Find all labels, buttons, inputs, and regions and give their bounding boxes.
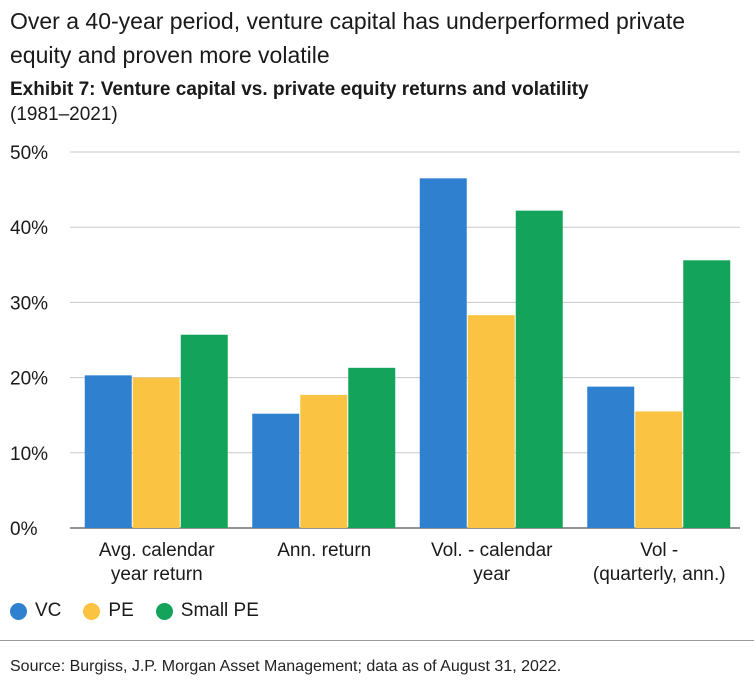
bar-pe: PE: 20% [132,377,180,528]
y-tick-label: 50% [10,143,48,164]
y-tick-label: 40% [10,218,48,239]
legend-label-vc: VC [35,600,62,621]
exhibit-text: Venture capital vs. private equity retur… [100,79,589,100]
bar-vc: VC: 15.2% [252,413,300,528]
y-tick-label: 10% [10,444,48,465]
x-tick-label: Avg. calendar [99,540,216,561]
x-tick-label: year return [111,564,203,585]
legend-swatch-small-pe [155,602,173,620]
exhibit-label: Exhibit 7: [10,79,96,100]
bar-small-pe: Small PE: 25.7% [180,334,228,528]
bar-small-pe: Small PE: 42.2% [515,210,563,528]
chart-title: Over a 40-year period, venture capital h… [10,8,686,68]
x-tick-label: Ann. return [277,540,371,561]
bar-vc: VC: 18.8% [587,386,635,528]
bar-small-pe: Small PE: 21.3% [348,367,396,528]
y-tick-label: 20% [10,369,48,390]
chart-subtitle: Exhibit 7: Venture capital vs. private e… [10,77,740,127]
x-tick-label: Vol - [640,540,678,561]
bar-small-pe: Small PE: 35.6% [683,260,731,528]
bar-chart: 0%10%20%30%40%50%VC: 20.3%PE: 20%Small P… [10,143,740,585]
bar-vc: VC: 20.3% [84,375,132,528]
legend-label-pe: PE [108,600,134,621]
legend-item-pe: PE [83,600,134,622]
exhibit-years: (1981–2021) [10,104,118,125]
bar-pe: PE: 15.5% [635,411,683,528]
y-tick-label: 0% [10,519,38,540]
bar-pe: PE: 17.7% [300,394,348,528]
legend-swatch-vc [10,602,27,620]
bar-pe: PE: 28.3% [467,315,515,528]
bar-vc: VC: 46.5% [419,178,467,528]
footer-divider [0,640,754,641]
legend-swatch-pe [83,602,101,620]
legend-label-small-pe: Small PE [180,600,259,621]
legend-item-vc: VC [10,600,61,622]
x-tick-label: year [473,564,511,585]
x-tick-label: (quarterly, ann.) [593,564,726,585]
x-tick-label: Vol. - calendar [431,540,553,561]
legend-item-small-pe: Small PE [155,600,259,622]
chart-legend: VC PE Small PE [10,600,259,622]
source-note: Source: Burgiss, J.P. Morgan Asset Manag… [10,658,562,675]
y-tick-label: 30% [10,293,48,314]
